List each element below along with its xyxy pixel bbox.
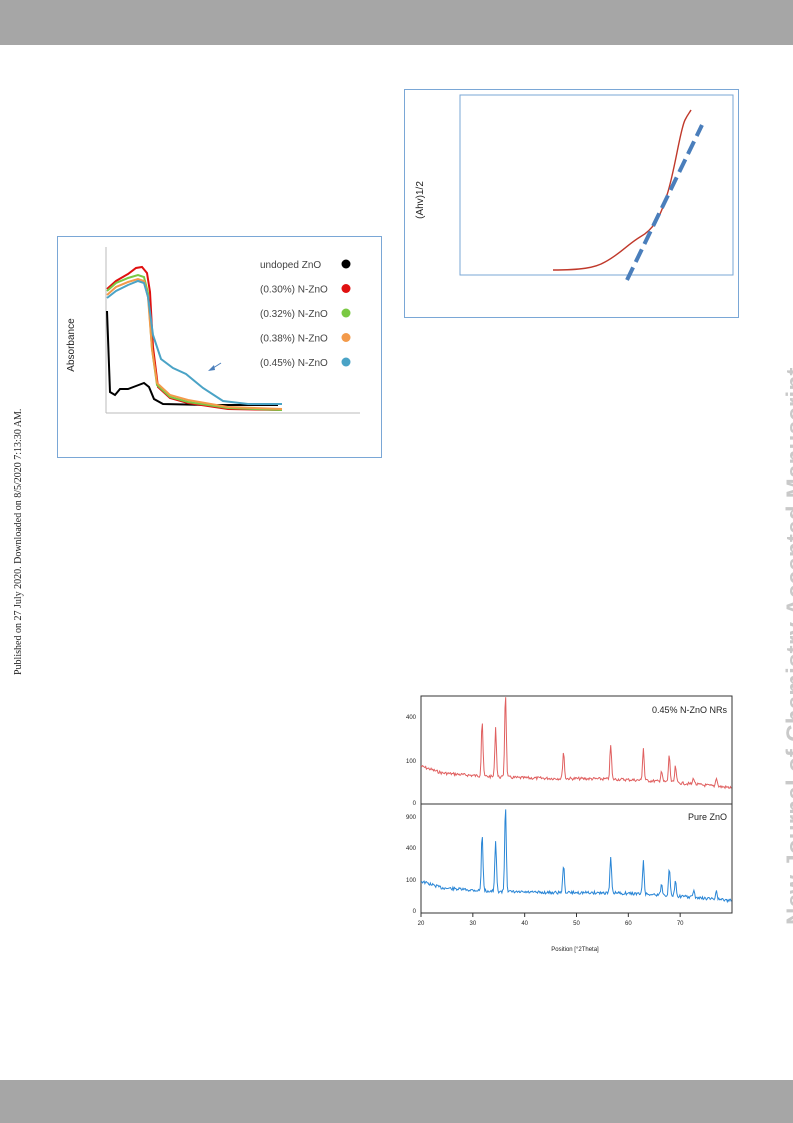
legend-marker-1: [341, 284, 351, 293]
absorbance-chart: Absorbance undoped ZnO (0.30%) N-ZnO (0.32…: [66, 247, 360, 414]
y-tick-label: 100: [406, 759, 417, 765]
legend-marker-0: [341, 259, 351, 269]
legend-marker-2: [341, 308, 351, 318]
x-tick-label: 40: [521, 921, 528, 927]
y-tick-label: 0: [413, 909, 417, 915]
series-line-2: [106, 273, 283, 411]
series-line-1: [106, 265, 283, 411]
footer-bar: [0, 1080, 793, 1123]
plot-area: [459, 94, 734, 276]
x-tick-label: 60: [625, 921, 632, 927]
bottom-y-ticks: 900 400 100 0: [406, 815, 417, 915]
header-bar: [0, 0, 793, 45]
tauc-chart: (Ahv)1/2: [415, 94, 734, 281]
legend-label-4: (0.45%) N-ZnO: [260, 358, 328, 369]
y-tick-label: 0: [413, 801, 417, 807]
absorbance-figure: Absorbance undoped ZnO (0.30%) N-ZnO (0.32…: [57, 236, 382, 458]
x-tick-label: 30: [469, 921, 476, 927]
y-tick-label: 100: [406, 878, 417, 884]
x-tick-label: 20: [418, 921, 425, 927]
y-tick-label: 900: [406, 815, 417, 821]
panel-label-doped: 0.45% N-ZnO NRs: [652, 705, 728, 715]
panel-label-pure: Pure ZnO: [688, 812, 727, 822]
annotation-arrowhead: [208, 365, 215, 371]
series-line-3: [106, 277, 283, 410]
legend-label-0: undoped ZnO: [260, 260, 321, 271]
y-tick-label: 400: [406, 715, 417, 721]
legend-label-2: (0.32%) N-ZnO: [260, 309, 328, 320]
series-line-4: [106, 279, 282, 405]
x-tick-label: 50: [573, 921, 580, 927]
legend-label-3: (0.38%) N-ZnO: [260, 334, 328, 345]
top-y-ticks: 400 100 0: [406, 715, 417, 807]
y-tick-label: 400: [406, 846, 417, 852]
publication-note: Published on 27 July 2020. Downloaded on…: [13, 408, 24, 675]
xrd-pattern-doped: [420, 697, 732, 790]
absorbance-curves: [106, 265, 283, 411]
y-axis-label: Absorbance: [66, 318, 77, 372]
legend: undoped ZnO (0.30%) N-ZnO (0.32%) N-ZnO (0.…: [260, 259, 351, 369]
x-tick-label: 70: [677, 921, 684, 927]
legend-marker-3: [341, 333, 351, 342]
legend-label-1: (0.30%) N-ZnO: [260, 285, 328, 296]
y-axis-label: (Ahv)1/2: [415, 181, 426, 219]
legend-marker-4: [341, 357, 351, 367]
journal-watermark: New Journal of Chemistry Accepted Manusc…: [782, 367, 793, 925]
linear-fit-line: [625, 124, 704, 281]
xrd-figure: 400 100 0 900 400 100 0 20 30 40 50 60 70 0.45% N-…: [385, 690, 735, 955]
x-ticks: 20 30 40 50 60 70: [418, 913, 684, 927]
tauc-curve: [552, 109, 692, 271]
xrd-bottom-panel: [420, 803, 733, 914]
xrd-chart: 400 100 0 900 400 100 0 20 30 40 50 60 70 0.45% N-…: [406, 695, 733, 953]
series-line-0: [106, 310, 278, 406]
xrd-pattern-pure: [420, 809, 732, 904]
x-axis-label: Position [°2Theta]: [551, 947, 599, 953]
tauc-figure: (Ahv)1/2: [404, 89, 739, 318]
